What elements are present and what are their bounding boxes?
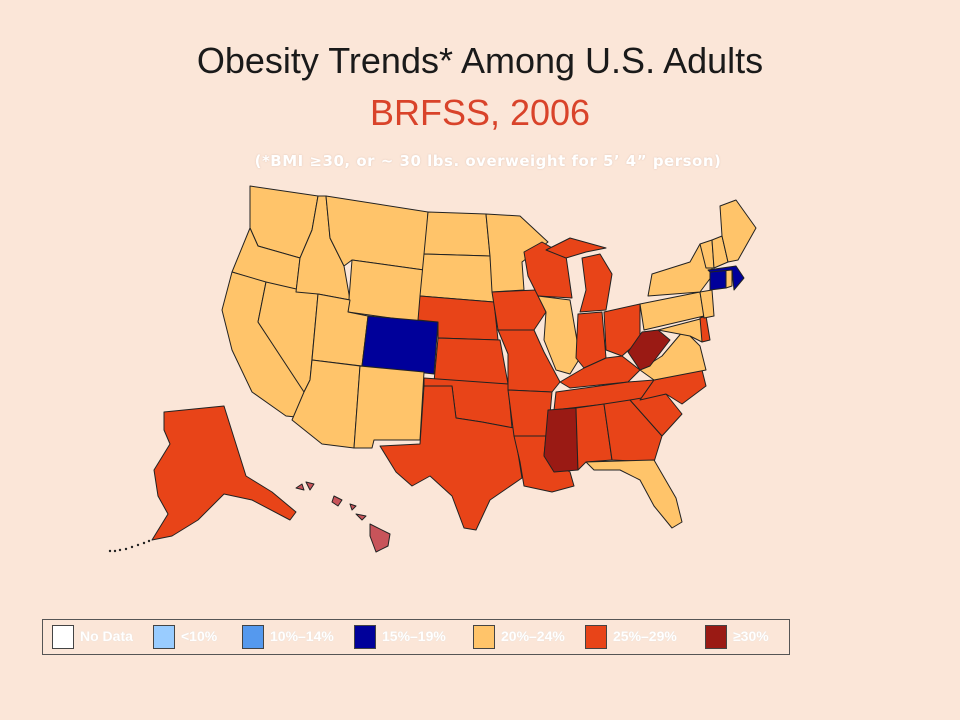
state-WY — [347, 259, 425, 323]
state-NJ — [699, 289, 715, 319]
legend-label: 25%–29% — [613, 628, 677, 644]
state-HI-5 — [355, 513, 367, 521]
state-ND — [423, 211, 491, 257]
state-IA — [491, 289, 547, 331]
state-AK — [151, 405, 297, 541]
map-subtitle: BRFSS, 2006 — [369, 92, 591, 133]
state-DE — [699, 315, 711, 343]
state-MO — [497, 329, 561, 393]
state-AL — [575, 403, 613, 471]
state-HI-3 — [331, 495, 343, 507]
state-HI-1 — [295, 483, 305, 491]
state-GA — [603, 399, 663, 463]
legend-swatch — [585, 625, 607, 649]
legend-label: 15%–19% — [382, 628, 446, 644]
state-ME — [719, 199, 757, 263]
legend-swatch — [52, 625, 74, 649]
state-TX — [379, 385, 523, 531]
state-SD — [419, 253, 495, 303]
legend-swatch — [153, 625, 175, 649]
legend-label: ≥30% — [733, 628, 769, 644]
state-MN — [485, 213, 549, 293]
state-MA — [707, 265, 745, 291]
state-IL — [537, 295, 581, 375]
state-MT — [325, 195, 429, 271]
legend-swatch — [242, 625, 264, 649]
state-CO — [361, 315, 439, 375]
state-AR — [507, 389, 553, 437]
legend-swatch — [354, 625, 376, 649]
legend-label: <10% — [181, 628, 218, 644]
map-legend: No Data <10% 10%–14% 15%–19% 20%–24% 25%… — [42, 619, 790, 655]
legend-swatch — [473, 625, 495, 649]
state-NM — [353, 365, 425, 449]
state-HI-2 — [305, 481, 315, 491]
state-KY — [559, 355, 641, 389]
state-VA — [639, 329, 707, 381]
state-KS — [433, 337, 509, 385]
state-HI-4 — [349, 503, 357, 511]
state-MI-UP — [545, 237, 607, 259]
state-MS — [543, 407, 579, 473]
legend-label: 10%–14% — [270, 628, 334, 644]
legend-swatch — [705, 625, 727, 649]
map-title: Obesity Trends* Among U.S. Adults — [196, 40, 764, 81]
state-FL — [585, 459, 683, 529]
state-RI — [725, 269, 733, 289]
aleutian-islands — [108, 539, 151, 553]
legend-label: 20%–24% — [501, 628, 565, 644]
state-WV — [627, 329, 671, 371]
bmi-footnote: (*BMI ≥30, or ~ 30 lbs. overweight for 5… — [254, 152, 722, 170]
state-MI — [579, 253, 613, 313]
legend-label: No Data — [80, 628, 133, 644]
state-HI-6 — [369, 523, 391, 553]
state-CT — [709, 269, 727, 291]
